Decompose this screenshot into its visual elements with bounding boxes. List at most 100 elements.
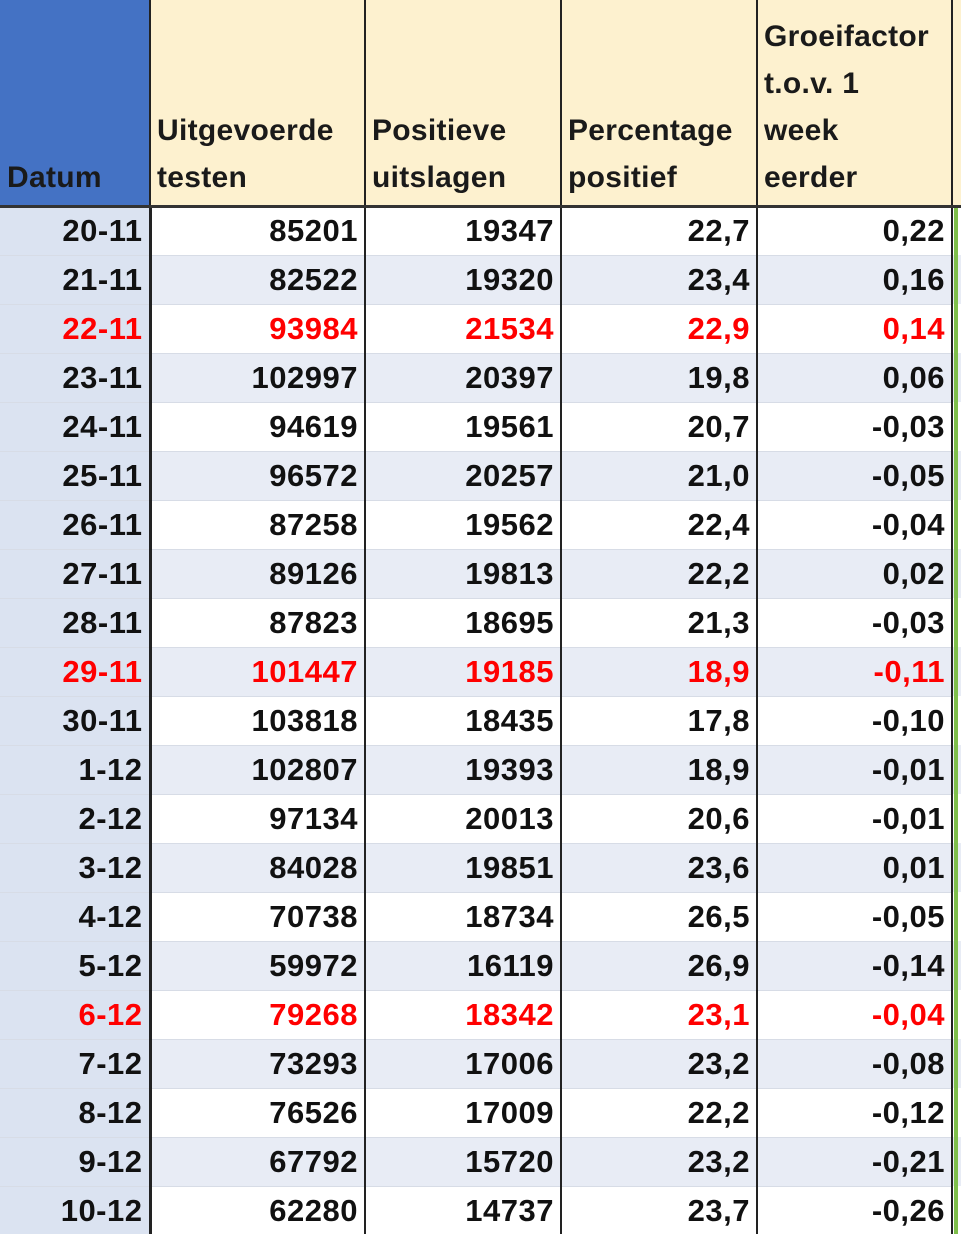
cell-positive[interactable]: 20397 — [365, 353, 562, 403]
cell-groeifactor[interactable]: -0,21 — [757, 1137, 953, 1187]
cell-datum[interactable]: 23-11 — [0, 353, 152, 403]
cell-tests[interactable]: 59972 — [150, 941, 366, 991]
cell-tests[interactable]: 67792 — [150, 1137, 366, 1187]
cell-next-column[interactable] — [952, 1137, 961, 1186]
cell-positive[interactable]: 18342 — [365, 990, 562, 1040]
cell-next-column[interactable] — [952, 255, 961, 304]
cell-next-column[interactable] — [952, 1186, 961, 1234]
cell-datum[interactable]: 24-11 — [0, 402, 152, 452]
cell-percentage[interactable]: 22,2 — [561, 1088, 758, 1138]
cell-next-column[interactable] — [952, 696, 961, 745]
cell-groeifactor[interactable]: 0,22 — [757, 206, 953, 256]
cell-positive[interactable]: 19813 — [365, 549, 562, 599]
cell-tests[interactable]: 85201 — [150, 206, 366, 256]
cell-percentage[interactable]: 23,2 — [561, 1039, 758, 1089]
cell-positive[interactable]: 20257 — [365, 451, 562, 501]
cell-next-column[interactable] — [952, 647, 961, 696]
cell-positive[interactable]: 17006 — [365, 1039, 562, 1089]
cell-datum[interactable]: 29-11 — [0, 647, 152, 697]
cell-next-column[interactable] — [952, 402, 961, 451]
cell-positive[interactable]: 18734 — [365, 892, 562, 942]
cell-groeifactor[interactable]: 0,06 — [757, 353, 953, 403]
cell-tests[interactable]: 79268 — [150, 990, 366, 1040]
cell-percentage[interactable]: 22,2 — [561, 549, 758, 599]
cell-next-column[interactable] — [952, 500, 961, 549]
cell-groeifactor[interactable]: -0,04 — [757, 990, 953, 1040]
cell-groeifactor[interactable]: 0,16 — [757, 255, 953, 305]
cell-next-column[interactable] — [952, 598, 961, 647]
cell-datum[interactable]: 5-12 — [0, 941, 152, 991]
cell-datum[interactable]: 26-11 — [0, 500, 152, 550]
cell-tests[interactable]: 96572 — [150, 451, 366, 501]
cell-next-column[interactable] — [952, 353, 961, 402]
cell-groeifactor[interactable]: -0,26 — [757, 1186, 953, 1234]
cell-datum[interactable]: 9-12 — [0, 1137, 152, 1187]
cell-percentage[interactable]: 20,6 — [561, 794, 758, 844]
cell-next-column[interactable] — [952, 206, 961, 255]
cell-tests[interactable]: 93984 — [150, 304, 366, 354]
cell-datum[interactable]: 20-11 — [0, 206, 152, 256]
cell-positive[interactable]: 19185 — [365, 647, 562, 697]
cell-groeifactor[interactable]: -0,14 — [757, 941, 953, 991]
cell-percentage[interactable]: 18,9 — [561, 647, 758, 697]
cell-tests[interactable]: 102997 — [150, 353, 366, 403]
cell-groeifactor[interactable]: -0,05 — [757, 451, 953, 501]
cell-datum[interactable]: 22-11 — [0, 304, 152, 354]
cell-groeifactor[interactable]: -0,10 — [757, 696, 953, 746]
cell-positive[interactable]: 19347 — [365, 206, 562, 256]
cell-next-column[interactable] — [952, 892, 961, 941]
cell-tests[interactable]: 87258 — [150, 500, 366, 550]
cell-tests[interactable]: 89126 — [150, 549, 366, 599]
cell-next-column[interactable] — [952, 843, 961, 892]
cell-percentage[interactable]: 22,9 — [561, 304, 758, 354]
column-header-tests[interactable]: Uitgevoerde testen — [150, 0, 366, 208]
cell-tests[interactable]: 97134 — [150, 794, 366, 844]
cell-groeifactor[interactable]: -0,03 — [757, 598, 953, 648]
cell-tests[interactable]: 102807 — [150, 745, 366, 795]
cell-percentage[interactable]: 23,6 — [561, 843, 758, 893]
cell-datum[interactable]: 7-12 — [0, 1039, 152, 1089]
cell-positive[interactable]: 14737 — [365, 1186, 562, 1234]
cell-datum[interactable]: 21-11 — [0, 255, 152, 305]
cell-positive[interactable]: 20013 — [365, 794, 562, 844]
cell-percentage[interactable]: 23,1 — [561, 990, 758, 1040]
column-header-groeifactor[interactable]: Groeifactor t.o.v. 1 week eerder — [757, 0, 953, 208]
cell-percentage[interactable]: 23,2 — [561, 1137, 758, 1187]
cell-groeifactor[interactable]: -0,12 — [757, 1088, 953, 1138]
cell-datum[interactable]: 8-12 — [0, 1088, 152, 1138]
cell-tests[interactable]: 76526 — [150, 1088, 366, 1138]
cell-next-column[interactable] — [952, 990, 961, 1039]
cell-groeifactor[interactable]: -0,05 — [757, 892, 953, 942]
cell-next-column[interactable] — [952, 794, 961, 843]
cell-tests[interactable]: 103818 — [150, 696, 366, 746]
cell-positive[interactable]: 19320 — [365, 255, 562, 305]
cell-percentage[interactable]: 21,0 — [561, 451, 758, 501]
cell-next-column[interactable] — [952, 1039, 961, 1088]
cell-percentage[interactable]: 22,4 — [561, 500, 758, 550]
cell-positive[interactable]: 19851 — [365, 843, 562, 893]
cell-percentage[interactable]: 19,8 — [561, 353, 758, 403]
cell-positive[interactable]: 18435 — [365, 696, 562, 746]
cell-percentage[interactable]: 17,8 — [561, 696, 758, 746]
cell-groeifactor[interactable]: -0,04 — [757, 500, 953, 550]
column-header-next[interactable] — [952, 0, 961, 208]
cell-datum[interactable]: 1-12 — [0, 745, 152, 795]
cell-datum[interactable]: 2-12 — [0, 794, 152, 844]
cell-groeifactor[interactable]: -0,01 — [757, 745, 953, 795]
cell-groeifactor[interactable]: 0,01 — [757, 843, 953, 893]
cell-groeifactor[interactable]: -0,08 — [757, 1039, 953, 1089]
cell-tests[interactable]: 62280 — [150, 1186, 366, 1234]
cell-groeifactor[interactable]: -0,11 — [757, 647, 953, 697]
cell-tests[interactable]: 87823 — [150, 598, 366, 648]
cell-datum[interactable]: 6-12 — [0, 990, 152, 1040]
cell-positive[interactable]: 18695 — [365, 598, 562, 648]
cell-percentage[interactable]: 26,5 — [561, 892, 758, 942]
cell-next-column[interactable] — [952, 941, 961, 990]
cell-positive[interactable]: 19562 — [365, 500, 562, 550]
cell-groeifactor[interactable]: 0,02 — [757, 549, 953, 599]
cell-percentage[interactable]: 22,7 — [561, 206, 758, 256]
cell-positive[interactable]: 19393 — [365, 745, 562, 795]
cell-next-column[interactable] — [952, 451, 961, 500]
cell-datum[interactable]: 28-11 — [0, 598, 152, 648]
cell-datum[interactable]: 27-11 — [0, 549, 152, 599]
